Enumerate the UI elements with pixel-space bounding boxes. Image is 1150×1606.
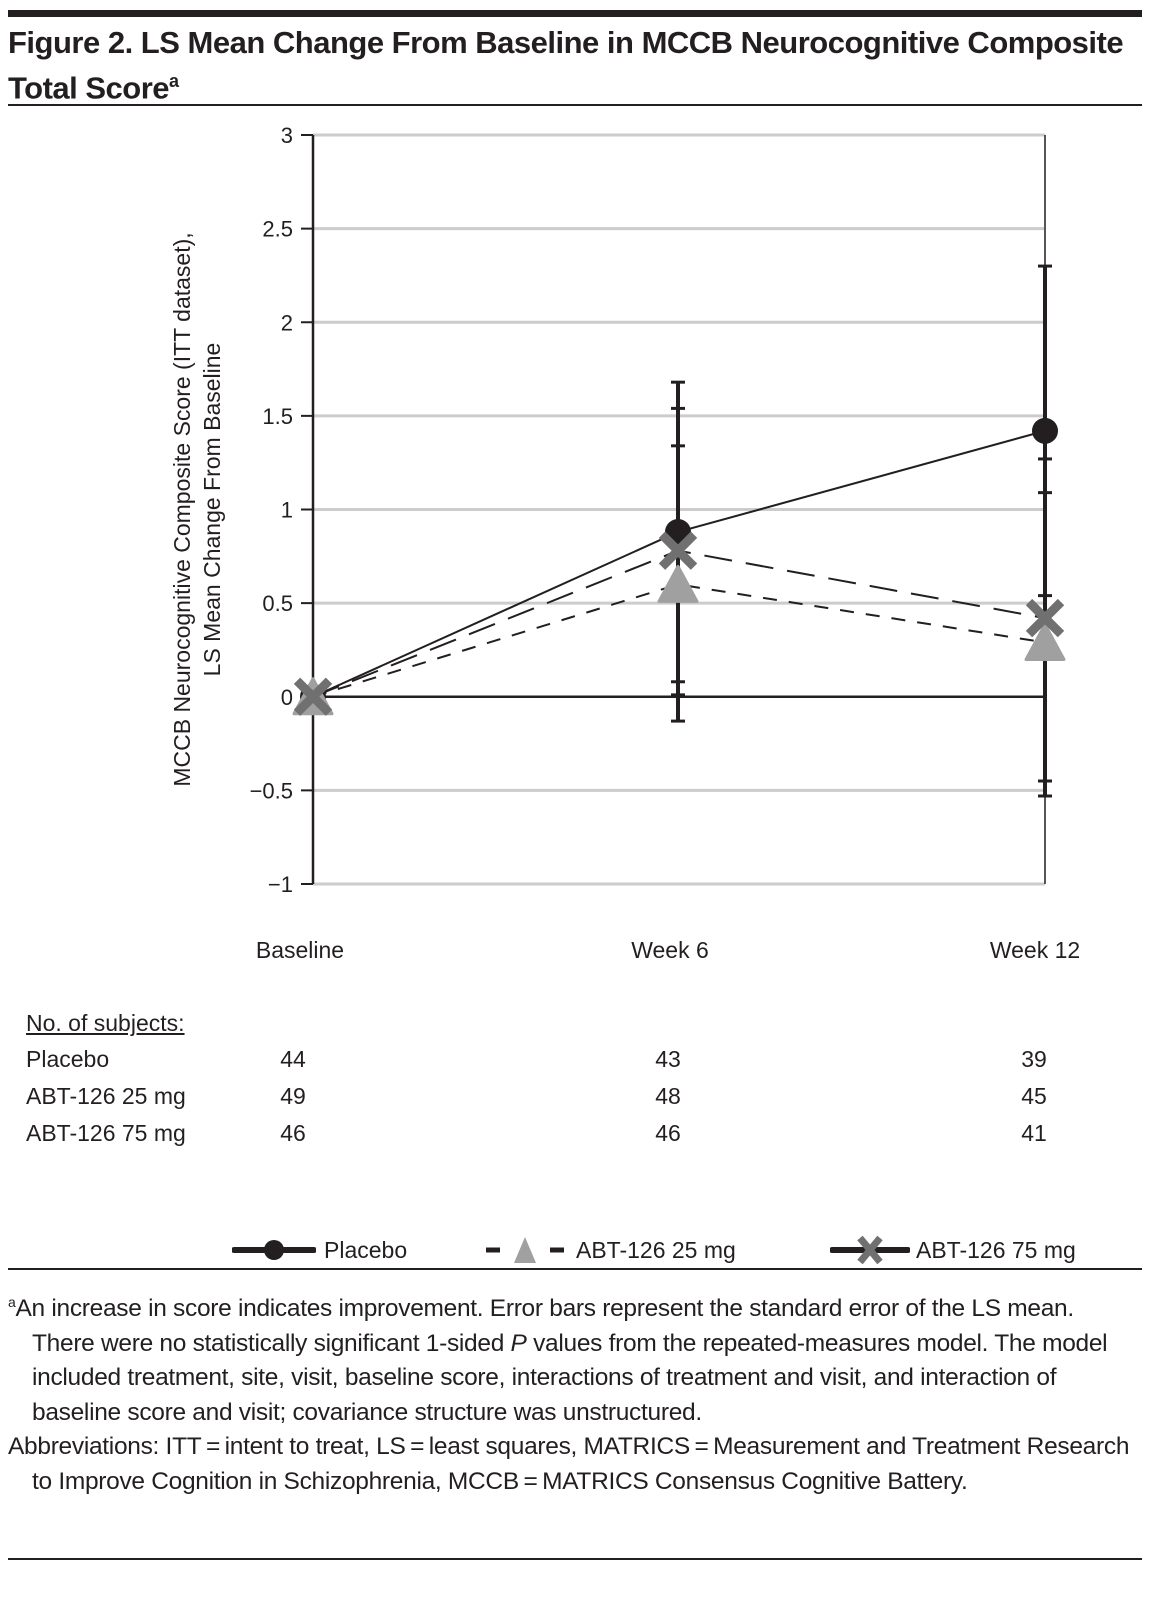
subjects-row: ABT-126 75 mg 46 46 41 — [0, 1120, 1150, 1150]
subjects-count: 46 — [655, 1120, 681, 1146]
data-point-x — [658, 531, 698, 570]
y-tick-label: 3 — [281, 123, 293, 148]
y-tick-label: 2 — [281, 310, 293, 335]
subjects-count: 45 — [1021, 1083, 1047, 1109]
data-point-circle — [1032, 417, 1058, 444]
subjects-count: 48 — [655, 1083, 681, 1109]
subjects-count: 46 — [280, 1120, 306, 1146]
subjects-header: No. of subjects: — [26, 1010, 185, 1036]
data-point-x — [293, 677, 333, 716]
legend-label: ABT-126 75 mg — [916, 1236, 1076, 1263]
subjects-row-label: Placebo — [26, 1046, 110, 1072]
y-tick-label: 1.5 — [262, 404, 293, 429]
figure-title-text: Figure 2. LS Mean Change From Baseline i… — [8, 25, 1124, 106]
legend-label: Placebo — [324, 1236, 408, 1263]
legend-label: ABT-126 25 mg — [576, 1236, 736, 1263]
y-tick-label: −0.5 — [250, 778, 293, 803]
y-tick-label: 0.5 — [262, 591, 293, 616]
chart-legend: Placebo ABT-126 25 mg ABT-126 75 mg — [0, 1235, 1150, 1275]
subjects-count: 49 — [280, 1083, 306, 1109]
x-tick-label: Baseline — [256, 937, 344, 963]
legend-item-abt-75: ABT-126 75 mg — [830, 1235, 1076, 1265]
subjects-count: 44 — [280, 1046, 306, 1072]
data-point-x — [1025, 598, 1065, 638]
footnote-a-italic: P — [510, 1329, 527, 1357]
subjects-count: 43 — [655, 1046, 681, 1072]
y-tick-label: 0 — [281, 685, 293, 710]
legend-rule — [8, 1268, 1142, 1270]
legend-item-placebo: Placebo — [232, 1235, 407, 1265]
legend-item-abt-25: ABT-126 25 mg — [484, 1235, 736, 1265]
x-tick-label: Week 6 — [631, 937, 709, 963]
subjects-count: 39 — [1021, 1046, 1047, 1072]
footnote-a-text-end: values from the repeated-measures model.… — [32, 1329, 1108, 1426]
y-axis-label: MCCB Neurocognitive Composite Score (ITT… — [169, 232, 225, 786]
title-footnote-marker: a — [169, 71, 179, 91]
data-point-triangle — [1024, 622, 1066, 661]
footnote-a: aAn increase in score indicates improvem… — [8, 1285, 1142, 1430]
legend-swatch-circle-icon — [232, 1240, 316, 1260]
figure-title: Figure 2. LS Mean Change From Baseline i… — [8, 24, 1142, 107]
legend-swatch-x-icon — [830, 1235, 910, 1265]
subjects-count: 41 — [1021, 1120, 1047, 1146]
footnote-abbreviations: Abbreviations: ITT = intent to treat, LS… — [8, 1433, 1130, 1495]
y-tick-label: 1 — [281, 498, 293, 523]
footnotes: aAn increase in score indicates improvem… — [8, 1285, 1142, 1499]
data-point-triangle — [657, 564, 699, 603]
subjects-row-label: ABT-126 25 mg — [26, 1083, 186, 1109]
subjects-row: Placebo 44 43 39 — [0, 1046, 1150, 1076]
line-chart: 3 2.5 2 1.5 1 0.5 0 −0.5 −1 MCCB Neurocognitive C… — [169, 123, 1080, 963]
top-rule — [8, 10, 1142, 17]
title-rule — [8, 104, 1142, 106]
legend-swatch-triangle-icon — [486, 1237, 564, 1263]
footnote-marker: a — [8, 1294, 16, 1310]
subjects-row-label: ABT-126 75 mg — [26, 1120, 186, 1146]
subjects-row: ABT-126 25 mg 49 48 45 — [0, 1083, 1150, 1113]
series-line — [312, 583, 1046, 698]
footnote-a-text: An increase in score indicates improveme… — [15, 1295, 1075, 1357]
y-tick-label: −1 — [268, 872, 293, 897]
y-tick-label: 2.5 — [262, 217, 293, 242]
x-tick-label: Week 12 — [990, 937, 1080, 963]
bottom-rule — [8, 1558, 1142, 1560]
y-axis-label-line: LS Mean Change From Baseline — [199, 343, 225, 677]
y-axis-label-line: MCCB Neurocognitive Composite Score (ITT… — [169, 232, 195, 786]
